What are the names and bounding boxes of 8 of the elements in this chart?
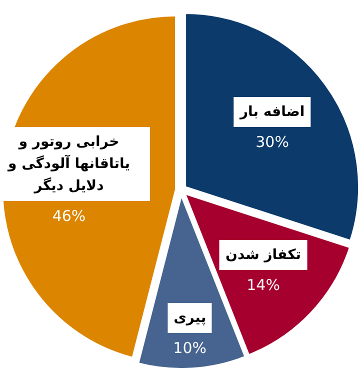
slice-label: خرابی روتور و یاتاقانها آلودگی و دلایل دیگر xyxy=(0,126,150,201)
slice-label: تکفاز شدن xyxy=(220,240,308,270)
data-label: 14% xyxy=(246,276,281,294)
slice-label: اضافه بار xyxy=(234,96,311,127)
slice-label: پیری xyxy=(168,303,212,334)
data-label: 46% xyxy=(51,206,87,225)
data-label: 10% xyxy=(172,339,208,358)
data-label: 30% xyxy=(254,132,290,151)
